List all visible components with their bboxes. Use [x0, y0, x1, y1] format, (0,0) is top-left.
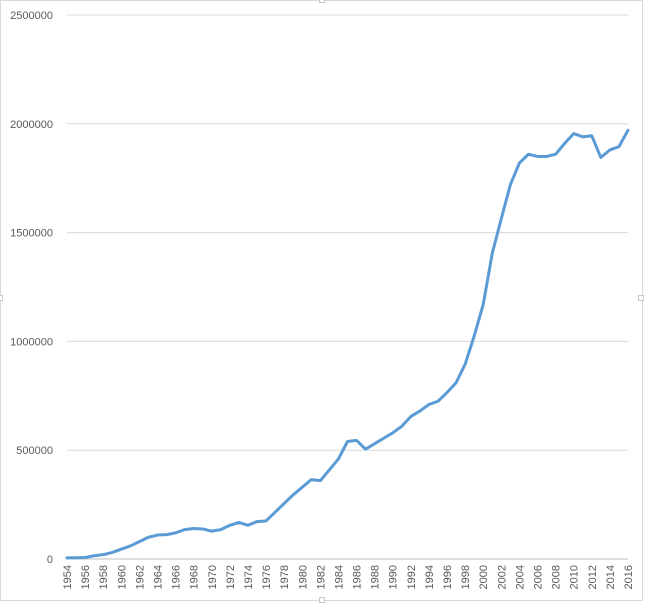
y-axis-tick-labels: 0 500000 1000000 1500000 2000000 2500000 — [10, 10, 53, 566]
x-tick-label: 2008 — [551, 565, 563, 589]
x-tick-label: 1998 — [460, 565, 472, 589]
x-tick-label: 2000 — [478, 565, 490, 589]
series-layer — [65, 128, 630, 560]
y-tick-label: 2000000 — [10, 119, 53, 131]
y-tick-label: 500000 — [16, 445, 53, 457]
x-tick-label: 1976 — [261, 565, 273, 589]
x-tick-label: 1972 — [225, 565, 237, 589]
y-tick-label: 0 — [47, 554, 53, 566]
x-tick-label: 2012 — [587, 565, 599, 589]
y-tick-label: 1500000 — [10, 228, 53, 240]
x-tick-label: 1970 — [207, 565, 219, 589]
x-tick-label: 1986 — [352, 565, 364, 589]
x-tick-label: 2010 — [569, 565, 581, 589]
y-tick-label: 1000000 — [10, 336, 53, 348]
y-tick-label: 2500000 — [10, 10, 53, 22]
x-tick-label: 1984 — [333, 565, 345, 589]
x-tick-label: 1966 — [171, 565, 183, 589]
x-tick-label: 1956 — [80, 565, 92, 589]
x-tick-label: 1964 — [152, 565, 164, 589]
x-tick-label: 1968 — [189, 565, 201, 589]
resize-handle-bottom[interactable] — [319, 597, 325, 603]
x-tick-label: 1996 — [442, 565, 454, 589]
series-line-0[interactable] — [65, 128, 630, 560]
x-tick-label: 1958 — [98, 565, 110, 589]
resize-handle-top[interactable] — [319, 0, 325, 3]
gridlines — [67, 14, 628, 451]
x-tick-label: 1962 — [134, 565, 146, 589]
x-tick-label: 2002 — [496, 565, 508, 589]
x-tick-label: 1988 — [370, 565, 382, 589]
x-tick-label: 1978 — [279, 565, 291, 589]
x-tick-label: 2006 — [533, 565, 545, 589]
x-tick-label: 1974 — [243, 565, 255, 589]
x-tick-label: 1992 — [406, 565, 418, 589]
resize-handle-left[interactable] — [0, 295, 3, 301]
x-tick-label: 1980 — [297, 565, 309, 589]
x-axis-tick-labels: 1954 1956 1958 1960 1962 1964 1966 1968 1970 1972… — [62, 565, 635, 589]
x-tick-label: 1960 — [116, 565, 128, 589]
resize-handle-right[interactable] — [638, 295, 644, 301]
x-tick-label: 1982 — [315, 565, 327, 589]
x-tick-label: 1994 — [424, 565, 436, 589]
x-tick-label: 2016 — [623, 565, 635, 589]
x-tick-label: 2004 — [514, 565, 526, 589]
x-tick-label: 2014 — [605, 565, 617, 589]
x-tick-label: 1990 — [388, 565, 400, 589]
x-tick-label: 1954 — [62, 565, 74, 589]
